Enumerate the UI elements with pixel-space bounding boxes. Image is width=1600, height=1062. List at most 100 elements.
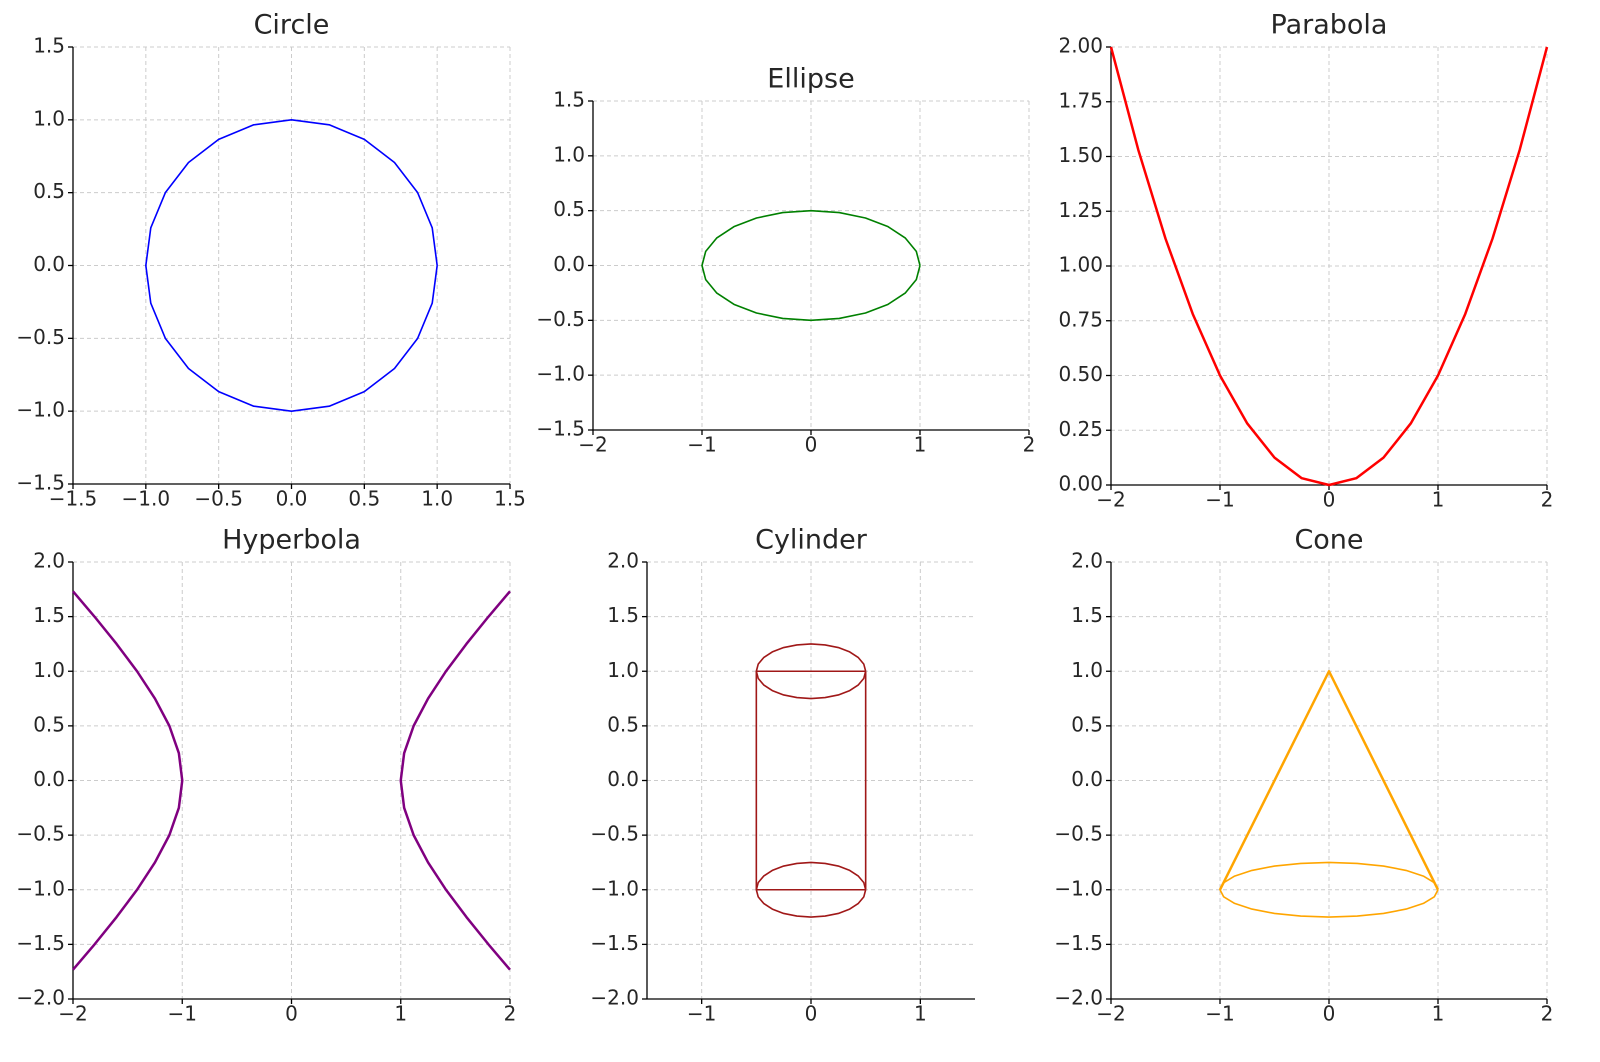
x-tick-label: −1.5 — [49, 487, 98, 511]
x-tick-label: 0 — [285, 1002, 298, 1026]
curve — [701, 209, 921, 322]
y-tick-label: 0.5 — [33, 712, 65, 736]
x-tick-label: 1 — [1432, 1002, 1445, 1026]
y-tick-label: 0.0 — [33, 767, 65, 791]
y-tick-label: 0.0 — [553, 252, 585, 276]
y-tick-label: −2.0 — [590, 986, 639, 1010]
x-tick-label: 1.5 — [494, 487, 526, 511]
y-tick-label: −1.5 — [1054, 931, 1103, 955]
y-tick-label: 1.5 — [1071, 603, 1103, 627]
x-tick-label: −2 — [1096, 1002, 1125, 1026]
subplot: Cylinder −1 0 1 −2.0 −1.5 −1.0 −0.5 0.0 0.5 1.0 1.5… — [590, 525, 975, 1026]
x-tick-label: 2 — [1541, 1002, 1554, 1026]
y-tick-label: 1.0 — [33, 658, 65, 682]
x-tick-label: 1 — [914, 1002, 927, 1026]
x-tick-label: 1.0 — [421, 487, 453, 511]
y-tick-label: −1.0 — [16, 876, 65, 900]
y-tick-label: −1.5 — [590, 931, 639, 955]
y-tick-label: 0.5 — [1071, 712, 1103, 736]
y-tick-label: 0.0 — [607, 767, 639, 791]
y-tick-label: 0.50 — [1058, 362, 1103, 386]
y-tick-label: −0.5 — [590, 822, 639, 846]
curve — [72, 590, 184, 971]
x-tick-label: 0 — [1323, 488, 1336, 512]
x-tick-label: 2 — [1023, 433, 1036, 457]
x-tick-label: 0 — [805, 1002, 818, 1026]
y-tick-label: 2.0 — [33, 549, 65, 573]
subplot-title: Ellipse — [767, 64, 854, 95]
subplot-title: Cone — [1294, 525, 1363, 556]
x-tick-label: 0.0 — [276, 487, 308, 511]
x-tick-label: −1 — [1205, 488, 1234, 512]
x-tick-label: 1 — [394, 1002, 407, 1026]
y-tick-label: 0.5 — [33, 179, 65, 203]
y-tick-label: 2.0 — [607, 549, 639, 573]
x-tick-label: 2 — [1541, 488, 1554, 512]
y-tick-label: −1.0 — [16, 398, 65, 422]
subplot-title: Cylinder — [755, 525, 868, 556]
y-tick-label: −1.5 — [16, 931, 65, 955]
x-tick-label: 2 — [504, 1002, 517, 1026]
y-tick-label: −0.5 — [16, 822, 65, 846]
y-tick-label: 1.5 — [553, 88, 585, 112]
curve — [399, 590, 511, 971]
curve — [145, 119, 438, 412]
x-tick-label: 0 — [1323, 1002, 1336, 1026]
y-tick-label: 1.5 — [33, 34, 65, 58]
subplot-title: Hyperbola — [222, 525, 361, 556]
y-tick-label: 1.5 — [607, 603, 639, 627]
y-tick-label: 0.75 — [1058, 307, 1103, 331]
x-tick-label: −2 — [1096, 488, 1125, 512]
y-tick-label: −1.0 — [536, 362, 585, 386]
y-tick-label: 0.5 — [553, 197, 585, 221]
y-tick-label: 2.0 — [1071, 549, 1103, 573]
y-tick-label: −1.5 — [16, 471, 65, 495]
subplot: Cone −2 −1 0 1 2 −2.0 −1.5 −1.0 −0.5 0.0 0.5 1.0 1.5 2… — [1054, 525, 1553, 1026]
subplot: Ellipse −2 −1 0 1 2 −1.5 −1.0 −0.5 0.0 0.5 1.0 1.5 — [536, 64, 1035, 457]
y-tick-label: 1.50 — [1058, 143, 1103, 167]
y-tick-label: −0.5 — [1054, 822, 1103, 846]
subplot: Circle −1.5 −1.0 −0.5 0.0 0.5 1.0 1.5 −1.5 −1.0 −0… — [16, 10, 525, 511]
y-tick-label: 0.00 — [1058, 472, 1103, 496]
x-tick-label: −1.0 — [122, 487, 171, 511]
y-tick-label: 1.25 — [1058, 198, 1103, 222]
x-tick-label: −1 — [168, 1002, 197, 1026]
subplot-title: Parabola — [1271, 10, 1388, 41]
subplot: Hyperbola −2 −1 0 1 2 −2.0 −1.5 −1.0 −0.5 0.0 0.5 1.… — [16, 525, 516, 1026]
subplot-title: Circle — [254, 10, 330, 41]
y-tick-label: −0.5 — [536, 307, 585, 331]
y-tick-label: 1.5 — [33, 603, 65, 627]
y-tick-label: 1.0 — [553, 142, 585, 166]
curve — [1109, 46, 1549, 487]
y-tick-label: −0.5 — [16, 325, 65, 349]
y-tick-label: 2.00 — [1058, 34, 1103, 58]
y-tick-label: −1.0 — [1054, 876, 1103, 900]
curve — [755, 670, 867, 891]
y-tick-label: 1.75 — [1058, 88, 1103, 112]
y-tick-label: 0.5 — [607, 712, 639, 736]
y-tick-label: 0.25 — [1058, 417, 1103, 441]
y-tick-label: −1.0 — [590, 876, 639, 900]
y-tick-label: 0.0 — [1071, 767, 1103, 791]
y-tick-label: 1.0 — [1071, 658, 1103, 682]
x-tick-label: 0 — [805, 433, 818, 457]
y-tick-label: 1.00 — [1058, 253, 1103, 277]
x-tick-label: −0.5 — [194, 487, 243, 511]
x-tick-label: 1 — [914, 433, 927, 457]
curve — [1218, 670, 1440, 891]
x-tick-label: −2 — [578, 433, 607, 457]
y-tick-label: −1.5 — [536, 417, 585, 441]
x-tick-label: 0.5 — [348, 487, 380, 511]
y-tick-label: 0.0 — [33, 252, 65, 276]
x-tick-label: −1 — [1205, 1002, 1234, 1026]
y-tick-label: −2.0 — [1054, 986, 1103, 1010]
x-tick-label: −2 — [58, 1002, 87, 1026]
y-tick-label: 1.0 — [607, 658, 639, 682]
curve — [1219, 861, 1439, 918]
y-tick-label: −2.0 — [16, 986, 65, 1010]
x-tick-label: −1 — [687, 1002, 716, 1026]
y-tick-label: 1.0 — [33, 106, 65, 130]
x-tick-label: −1 — [687, 433, 716, 457]
x-tick-label: 1 — [1432, 488, 1445, 512]
